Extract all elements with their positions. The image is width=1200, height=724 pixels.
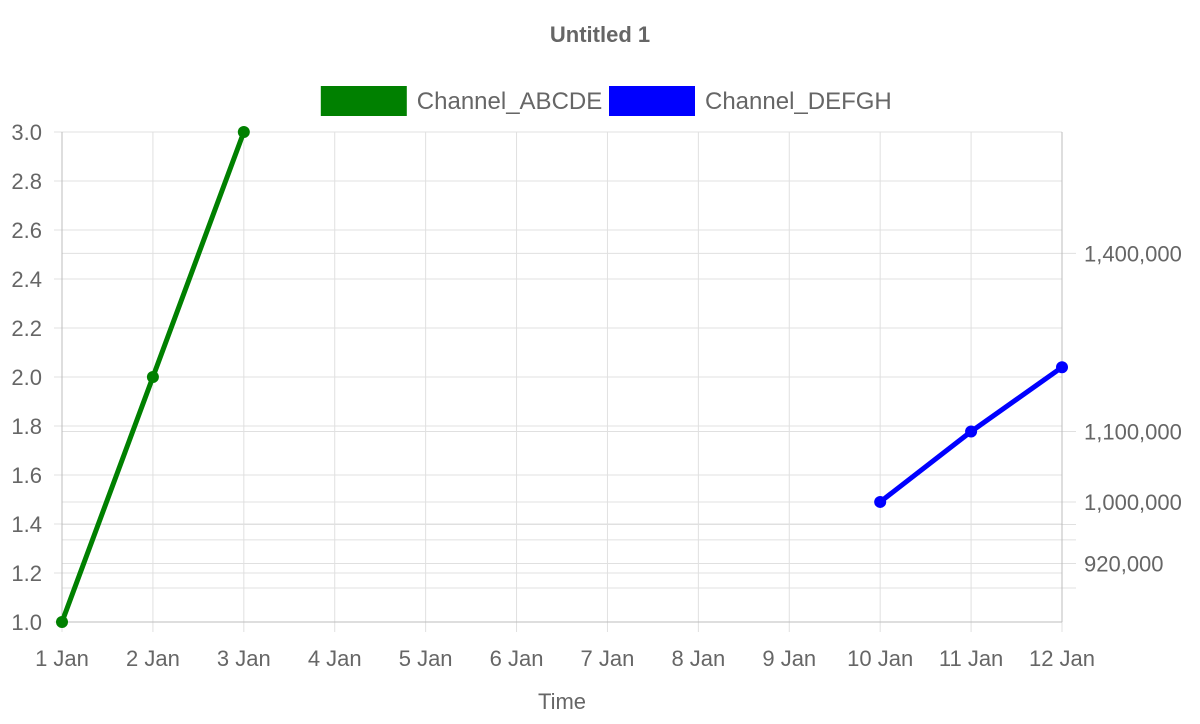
y-left-tick-label: 2.8 <box>11 169 42 194</box>
y-right-tick-label: 920,000 <box>1084 552 1164 577</box>
y-left-tick-label: 2.6 <box>11 218 42 243</box>
y-right-tick-label: 1,000,000 <box>1084 490 1182 515</box>
y-left-tick-label: 2.4 <box>11 267 42 292</box>
legend-label: Channel_ABCDE <box>417 88 602 115</box>
data-point-Channel_ABCDE <box>56 616 68 628</box>
y-left-tick-label: 3.0 <box>11 120 42 145</box>
x-tick-label: 3 Jan <box>217 646 271 671</box>
x-tick-label: 4 Jan <box>308 646 362 671</box>
x-axis-title: Time <box>538 689 586 714</box>
y-right-tick-label: 1,400,000 <box>1084 241 1182 266</box>
legend-item: Channel_DEFGH <box>609 86 892 116</box>
grid <box>54 131 1076 632</box>
y-right-tick-label: 1,100,000 <box>1084 420 1182 445</box>
data-point-Channel_DEFGH <box>1056 361 1068 374</box>
legend-label: Channel_DEFGH <box>705 88 892 115</box>
legend-swatch <box>320 86 407 116</box>
data-point-Channel_DEFGH <box>965 425 978 438</box>
y-left-tick-label: 1.4 <box>11 512 42 537</box>
x-tick-label: 7 Jan <box>581 646 635 671</box>
data-point-Channel_ABCDE <box>146 371 159 383</box>
x-tick-label: 9 Jan <box>762 646 816 671</box>
y-left-tick-label: 1.2 <box>11 561 42 586</box>
x-tick-label: 8 Jan <box>671 646 725 671</box>
x-tick-label: 12 Jan <box>1029 646 1095 671</box>
legend-item: Channel_ABCDE <box>320 86 602 116</box>
x-tick-label: 5 Jan <box>399 646 453 671</box>
axes: 1 Jan 2 Jan 3 Jan 4 Jan 5 Jan 6 Jan 7 Jan 8 Jan… <box>11 120 1181 671</box>
y-left-tick-label: 2.2 <box>11 316 42 341</box>
data-point-Channel_DEFGH <box>874 495 887 508</box>
legend: Channel_ABCDE Channel_DEFGH <box>320 86 892 116</box>
x-tick-label: 11 Jan <box>939 646 1003 671</box>
x-tick-label: 10 Jan <box>847 646 913 671</box>
y-left-tick-label: 1.8 <box>11 414 42 439</box>
x-tick-label: 1 Jan <box>35 646 89 671</box>
x-tick-label: 2 Jan <box>126 646 180 671</box>
legend-swatch <box>609 86 695 116</box>
data-point-Channel_ABCDE <box>237 126 250 138</box>
x-tick-label: 6 Jan <box>490 646 544 671</box>
chart-title: Untitled 1 <box>550 22 650 47</box>
y-left-tick-label: 2.0 <box>11 365 42 390</box>
y-left-tick-label: 1.0 <box>11 610 42 635</box>
series-layer <box>56 126 1068 628</box>
y-left-tick-label: 1.6 <box>11 463 42 488</box>
